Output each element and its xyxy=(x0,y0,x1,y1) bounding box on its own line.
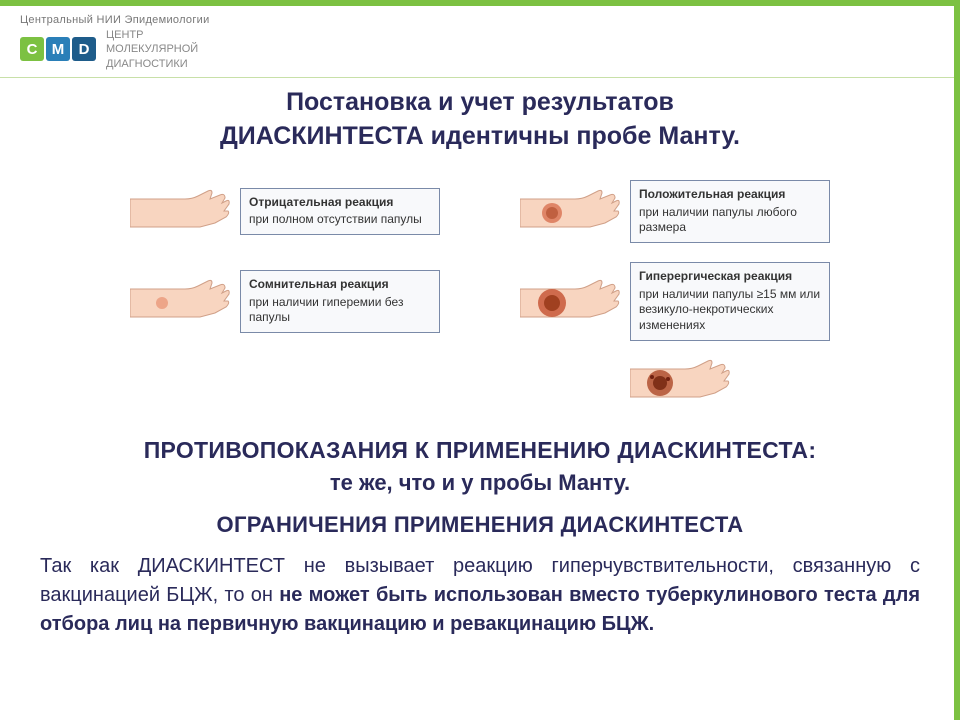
reaction-doubtful: Сомнительная реакция при наличии гиперем… xyxy=(130,261,440,341)
arm-hyperergic-extra xyxy=(630,347,730,417)
desc-doubtful: Сомнительная реакция при наличии гиперем… xyxy=(240,270,440,333)
logo-letter-d: D xyxy=(72,37,96,61)
org-name-top: Центральный НИИ Эпидемиологии xyxy=(20,14,210,26)
cmd-logo: C M D xyxy=(20,37,96,61)
logo-letter-c: C xyxy=(20,37,44,61)
arm-negative xyxy=(130,171,230,251)
reaction-positive: Положительная реакция при наличии папулы… xyxy=(520,171,830,251)
arm-hyperergic xyxy=(520,261,620,341)
header: Центральный НИИ Эпидемиологии C M D ЦЕНТ… xyxy=(0,6,960,78)
logo-letter-m: M xyxy=(46,37,70,61)
reactions-grid: Отрицательная реакция при полном отсутст… xyxy=(40,171,920,417)
reaction-hyperergic: Гиперергическая реакция при наличии папу… xyxy=(520,261,830,341)
page-title: Постановка и учет результатов ДИАСКИНТЕС… xyxy=(40,86,920,154)
arm-doubtful xyxy=(130,261,230,341)
right-accent-bar xyxy=(954,6,960,720)
contraindications-sub: те же, что и у пробы Манту. xyxy=(40,470,920,496)
main-content: Постановка и учет результатов ДИАСКИНТЕС… xyxy=(0,78,960,640)
body-paragraph: Так как ДИАСКИНТЕСТ не вызывает реакцию … xyxy=(40,552,920,639)
desc-hyperergic: Гиперергическая реакция при наличии папу… xyxy=(630,262,830,340)
arm-positive xyxy=(520,171,620,251)
org-subtitle: ЦЕНТР МОЛЕКУЛЯРНОЙ ДИАГНОСТИКИ xyxy=(106,28,198,71)
contraindications-heading: ПРОТИВОПОКАЗАНИЯ К ПРИМЕНЕНИЮ ДИАСКИНТЕС… xyxy=(40,437,920,464)
desc-positive: Положительная реакция при наличии папулы… xyxy=(630,180,830,243)
reactions-col-left: Отрицательная реакция при полном отсутст… xyxy=(130,171,440,417)
limitations-heading: ОГРАНИЧЕНИЯ ПРИМЕНЕНИЯ ДИАСКИНТЕСТА xyxy=(40,512,920,538)
reaction-negative: Отрицательная реакция при полном отсутст… xyxy=(130,171,440,251)
desc-negative: Отрицательная реакция при полном отсутст… xyxy=(240,188,440,235)
header-text-block: Центральный НИИ Эпидемиологии C M D ЦЕНТ… xyxy=(20,14,210,71)
reactions-col-right: Положительная реакция при наличии папулы… xyxy=(520,171,830,417)
